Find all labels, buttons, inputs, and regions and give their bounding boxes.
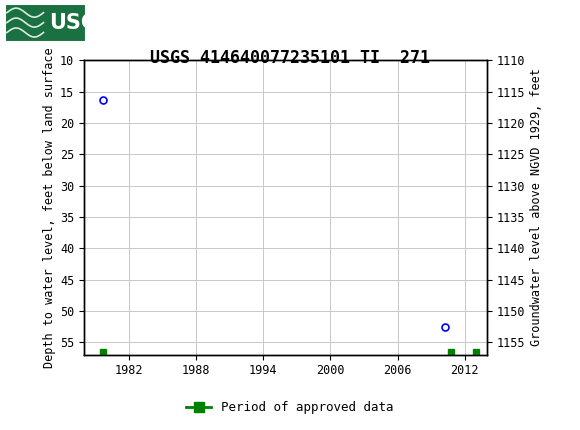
Y-axis label: Depth to water level, feet below land surface: Depth to water level, feet below land su… <box>43 47 56 368</box>
Text: USGS: USGS <box>49 12 113 33</box>
Text: USGS 414640077235101 TI  271: USGS 414640077235101 TI 271 <box>150 49 430 68</box>
Legend: Period of approved data: Period of approved data <box>181 396 399 419</box>
Bar <box>5 3 86 42</box>
Y-axis label: Groundwater level above NGVD 1929, feet: Groundwater level above NGVD 1929, feet <box>530 68 542 347</box>
